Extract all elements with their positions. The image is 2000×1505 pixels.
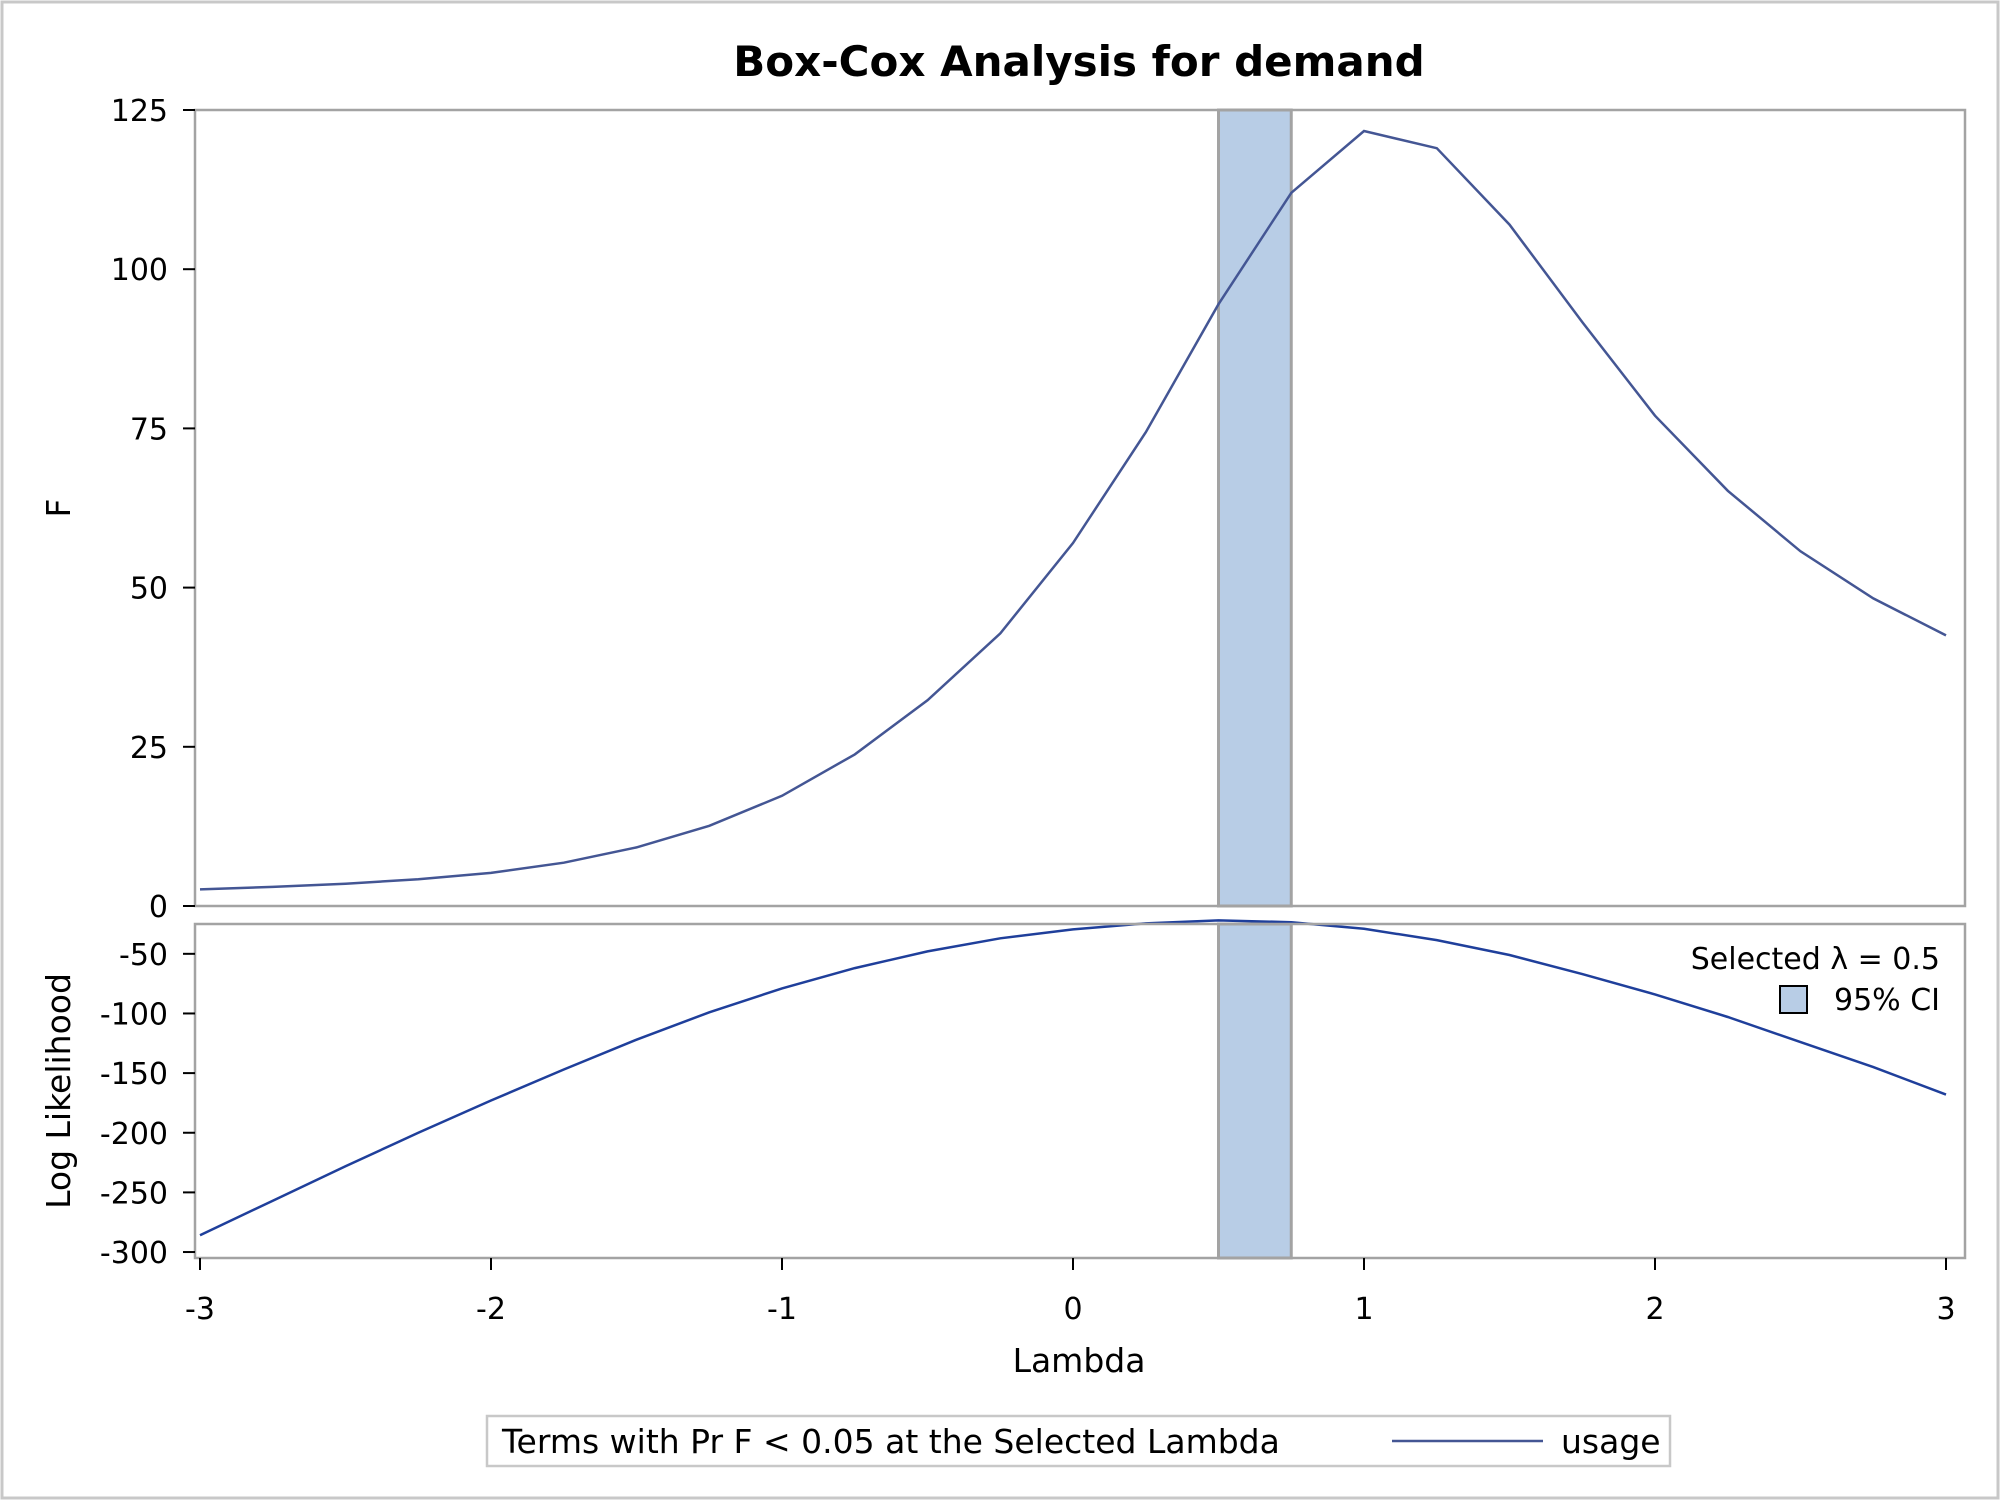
- chart-title: Box-Cox Analysis for demand: [733, 37, 1424, 86]
- f-y-axis: 0 25 50 75 100 125: [111, 94, 195, 925]
- selected-lambda-label: Selected λ = 0.5: [1691, 942, 1940, 977]
- x-tick-label: 3: [1936, 1292, 1955, 1327]
- loglik-y-tick-label: -50: [119, 938, 168, 973]
- x-tick-label: 0: [1063, 1292, 1082, 1327]
- ci-legend-label: 95% CI: [1834, 983, 1940, 1018]
- f-panel-frame: [193, 108, 1967, 908]
- loglik-y-tick-label: -150: [100, 1057, 168, 1092]
- lambda-x-axis: -3 -2 -1 0 1 2 3: [185, 1258, 1956, 1327]
- loglik-panel-frame: [193, 922, 1967, 1260]
- loglik-panel: -50 -100 -150 -200 -250 -300 Log Likelihood S…: [39, 919, 1967, 1271]
- f-y-tick-label: 50: [130, 572, 168, 607]
- legend-title: Terms with Pr F < 0.05 at the Selected L…: [501, 1422, 1280, 1461]
- loglik-panel-ci-band: [1217, 922, 1293, 1260]
- f-series-line: [199, 129, 1947, 891]
- x-tick-label: 2: [1645, 1292, 1664, 1327]
- bottom-legend: Terms with Pr F < 0.05 at the Selected L…: [485, 1414, 1672, 1468]
- x-axis-label: Lambda: [1013, 1341, 1146, 1380]
- ci-legend-swatch: [1779, 985, 1808, 1014]
- loglik-y-axis: -50 -100 -150 -200 -250 -300: [100, 938, 195, 1271]
- f-y-tick-label: 100: [111, 253, 168, 288]
- loglik-y-tick-label: -200: [100, 1117, 168, 1152]
- f-y-axis-label: F: [39, 499, 78, 518]
- f-y-tick-label: 125: [111, 94, 168, 129]
- f-panel-ci-band: [1217, 108, 1293, 908]
- f-y-tick-label: 25: [130, 731, 168, 766]
- f-panel: 0 25 50 75 100 125 F: [39, 94, 1967, 925]
- f-y-tick-label: 0: [149, 890, 168, 925]
- x-tick-label: -2: [476, 1292, 506, 1327]
- loglik-series-line: [199, 919, 1947, 1237]
- legend-entry-usage: usage: [1561, 1422, 1661, 1461]
- loglik-y-tick-label: -300: [100, 1236, 168, 1271]
- x-tick-label: -3: [185, 1292, 215, 1327]
- loglik-y-tick-label: -250: [100, 1176, 168, 1211]
- loglik-y-axis-label: Log Likelihood: [39, 973, 78, 1209]
- f-y-tick-label: 75: [130, 412, 168, 447]
- loglik-y-tick-label: -100: [100, 997, 168, 1032]
- x-tick-label: -1: [767, 1292, 797, 1327]
- x-tick-label: 1: [1354, 1292, 1373, 1327]
